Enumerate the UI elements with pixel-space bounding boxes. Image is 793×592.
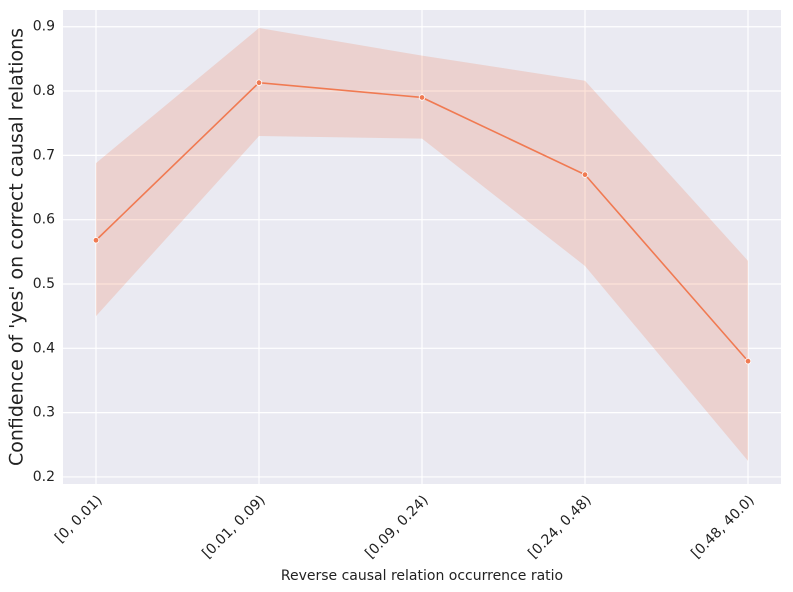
y-tick-label: 0.4	[33, 340, 55, 356]
point	[255, 79, 263, 86]
x-tick-label: [0, 0.01)	[52, 492, 106, 546]
y-tick-label: 0.5	[33, 276, 55, 292]
y-axis-label: Confidence of 'yes' on correct causal re…	[6, 28, 28, 466]
x-tick-label: [0.48, 40.0)	[688, 492, 757, 561]
y-tick-label: 0.7	[33, 147, 55, 163]
x-tick-label: [0.24, 0.48)	[525, 492, 594, 561]
x-axis-label: Reverse causal relation occurrence ratio	[281, 568, 563, 584]
y-tick-label: 0.6	[33, 212, 55, 228]
point	[418, 94, 426, 101]
y-tick-label: 0.2	[33, 469, 55, 485]
point	[744, 357, 752, 365]
x-tick-label: [0.09, 0.24)	[362, 492, 431, 561]
x-tick-label: [0.01, 0.09)	[199, 492, 268, 561]
confidence-band	[96, 28, 748, 461]
y-tick-label: 0.9	[33, 19, 55, 35]
point	[581, 171, 589, 178]
point	[92, 237, 100, 244]
y-tick-label: 0.8	[33, 83, 55, 99]
y-tick-label: 0.3	[33, 405, 55, 421]
